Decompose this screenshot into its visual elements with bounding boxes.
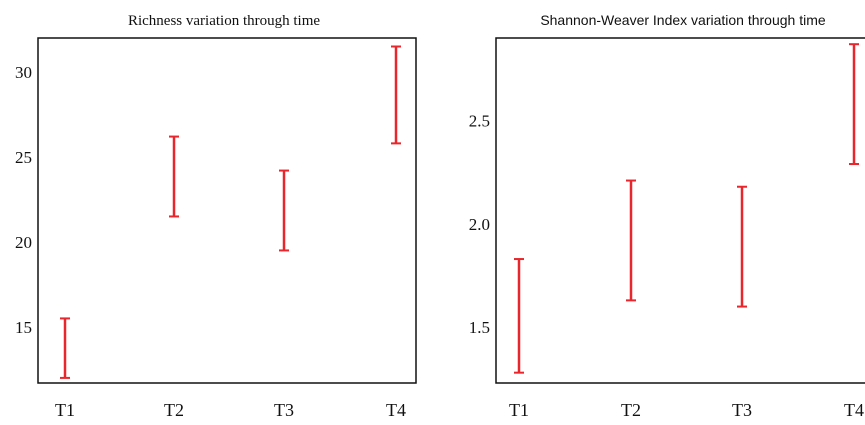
shannon-interval-t3 (737, 185, 747, 308)
richness-y-axis: 15 20 25 30 (15, 63, 32, 337)
richness-panel: Richness variation through time 15 20 25 30… (15, 13, 417, 420)
richness-chart-title: Richness variation through time (128, 13, 320, 29)
shannon-x-tick-label: T3 (732, 400, 752, 420)
richness-x-tick-label: T2 (164, 400, 184, 420)
richness-x-tick-label: T3 (274, 400, 294, 420)
shannon-y-tick-label: 2.0 (469, 215, 490, 234)
shannon-interval-t4 (849, 43, 859, 166)
richness-interval-t3 (279, 169, 289, 252)
shannon-x-tick-label: T4 (844, 400, 864, 420)
richness-x-tick-label: T1 (55, 400, 75, 420)
shannon-x-tick-label: T2 (621, 400, 641, 420)
richness-y-tick-label: 20 (15, 233, 32, 252)
shannon-interval-t2 (626, 179, 636, 302)
shannon-x-axis: T1 T2 T3 T4 (509, 400, 864, 420)
richness-interval-t4 (391, 45, 401, 145)
richness-y-tick-label: 15 (15, 318, 32, 337)
richness-plot-frame (37, 37, 417, 384)
richness-interval-t2 (169, 135, 179, 218)
richness-y-tick-label: 30 (15, 63, 32, 82)
shannon-plot-frame (495, 37, 865, 384)
richness-x-axis: T1 T2 T3 T4 (55, 400, 406, 420)
richness-x-tick-label: T4 (386, 400, 406, 420)
shannon-chart-title: Shannon-Weaver Index variation through t… (540, 12, 826, 28)
richness-error-bars (60, 45, 401, 379)
shannon-y-tick-label: 1.5 (469, 318, 490, 337)
shannon-y-tick-label: 2.5 (469, 112, 490, 131)
richness-y-tick-label: 25 (15, 148, 32, 167)
shannon-interval-t1 (514, 258, 524, 374)
shannon-x-tick-label: T1 (509, 400, 529, 420)
shannon-error-bars (514, 43, 859, 374)
richness-interval-t1 (60, 317, 70, 379)
shannon-y-axis: 1.5 2.0 2.5 (469, 112, 490, 338)
shannon-panel: Shannon-Weaver Index variation through t… (469, 12, 865, 420)
